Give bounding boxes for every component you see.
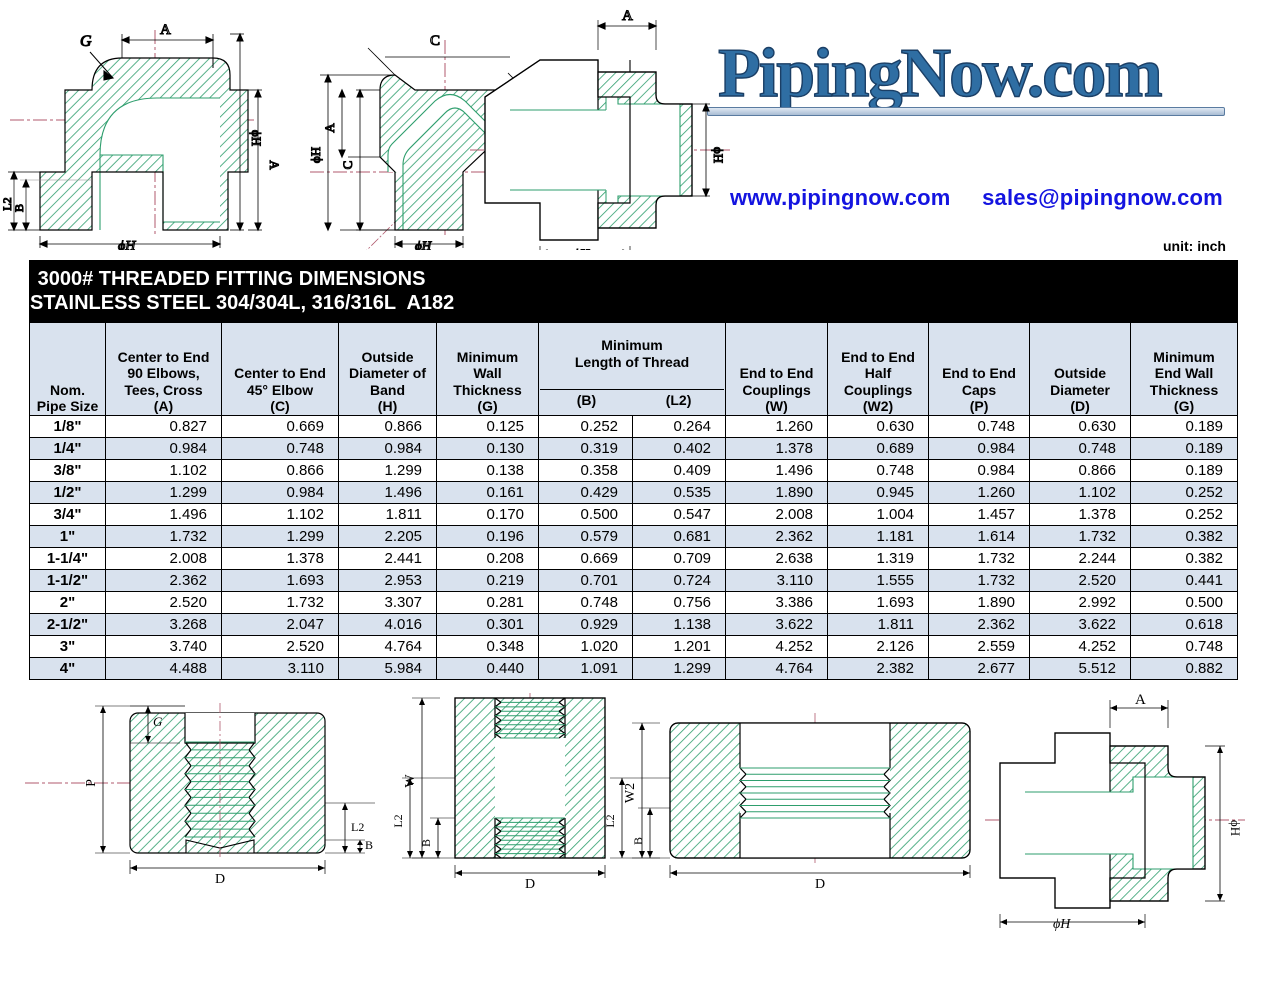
svg-text:A: A xyxy=(622,8,633,24)
svg-text:D: D xyxy=(525,877,535,892)
svg-text:A: A xyxy=(267,160,282,170)
svg-text:W2: W2 xyxy=(623,783,638,803)
svg-text:L2: L2 xyxy=(603,814,617,827)
svg-text:B: B xyxy=(365,838,373,852)
svg-text:ϕH: ϕH xyxy=(1053,917,1071,932)
svg-text:ϕH: ϕH xyxy=(118,239,136,250)
svg-text:A: A xyxy=(1135,692,1146,708)
svg-text:L2: L2 xyxy=(351,820,364,834)
svg-text:D: D xyxy=(815,877,825,892)
svg-text:A: A xyxy=(160,22,171,38)
svg-text:B: B xyxy=(631,837,645,845)
svg-text:A: A xyxy=(322,123,337,133)
svg-text:D: D xyxy=(215,872,225,887)
svg-text:ϕH: ϕH xyxy=(573,246,590,250)
svg-text:ϕH: ϕH xyxy=(1228,820,1243,836)
svg-text:ϕH: ϕH xyxy=(308,147,323,163)
svg-text:P: P xyxy=(84,779,99,787)
svg-text:B: B xyxy=(419,839,433,847)
svg-text:ϕH: ϕH xyxy=(249,130,264,146)
svg-text:C: C xyxy=(340,161,355,170)
svg-text:B: B xyxy=(12,204,26,212)
svg-text:G: G xyxy=(80,33,92,50)
svg-text:G: G xyxy=(153,714,163,729)
svg-text:ϕH: ϕH xyxy=(711,147,726,163)
svg-text:L2: L2 xyxy=(391,814,405,827)
svg-text:C: C xyxy=(430,33,440,49)
svg-text:ϕH: ϕH xyxy=(415,238,432,250)
